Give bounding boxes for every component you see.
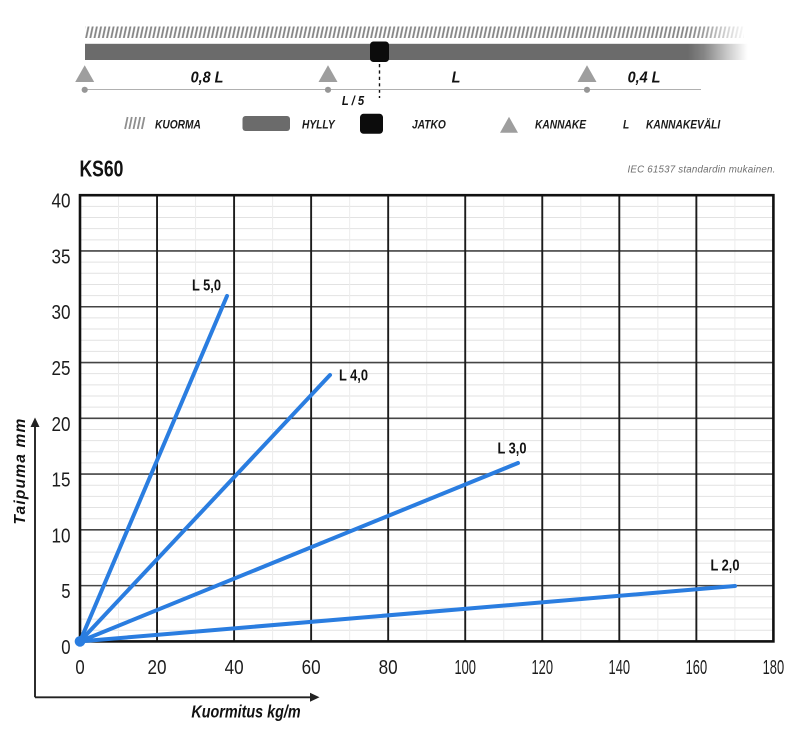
svg-text:5: 5: [61, 581, 70, 603]
svg-text:KANNAKE: KANNAKE: [535, 119, 586, 132]
svg-text:100: 100: [454, 657, 476, 679]
svg-text:0: 0: [61, 637, 70, 659]
svg-text:KANNAKEVÄLI: KANNAKEVÄLI: [646, 117, 721, 131]
svg-text:60: 60: [302, 657, 321, 679]
svg-text:40: 40: [52, 191, 71, 213]
svg-text:L 2,0: L 2,0: [711, 558, 740, 575]
svg-text:HYLLY: HYLLY: [302, 119, 336, 132]
svg-text:IEC 61537 standardin mukainen.: IEC 61537 standardin mukainen.: [627, 164, 775, 175]
svg-text:L 3,0: L 3,0: [498, 441, 527, 458]
svg-text:0,4 L: 0,4 L: [628, 69, 661, 87]
svg-text:15: 15: [52, 470, 71, 492]
svg-text:80: 80: [379, 657, 398, 679]
svg-text:0: 0: [75, 657, 84, 679]
svg-text:140: 140: [609, 657, 631, 679]
svg-text:KUORMA: KUORMA: [155, 119, 201, 132]
svg-text:180: 180: [763, 657, 785, 679]
svg-text:30: 30: [52, 302, 71, 324]
svg-text:10: 10: [52, 525, 71, 547]
svg-text:120: 120: [532, 657, 554, 679]
svg-text:JATKO: JATKO: [412, 119, 446, 132]
svg-text:KS60: KS60: [80, 156, 124, 182]
svg-text:20: 20: [148, 657, 167, 679]
svg-text:20: 20: [52, 414, 71, 436]
svg-text:L / 5: L / 5: [342, 93, 365, 108]
svg-text:L 5,0: L 5,0: [192, 278, 221, 295]
svg-text:160: 160: [686, 657, 708, 679]
svg-text:25: 25: [52, 358, 71, 380]
svg-text:Taipuma mm: Taipuma mm: [12, 417, 29, 524]
svg-text:35: 35: [52, 247, 71, 269]
svg-text:L: L: [452, 69, 461, 87]
svg-text:Kuormitus kg/m: Kuormitus kg/m: [191, 703, 300, 722]
svg-text:0,8 L: 0,8 L: [191, 69, 224, 87]
svg-text:L 4,0: L 4,0: [339, 368, 368, 385]
svg-text:L: L: [623, 119, 629, 132]
svg-text:40: 40: [225, 657, 244, 679]
